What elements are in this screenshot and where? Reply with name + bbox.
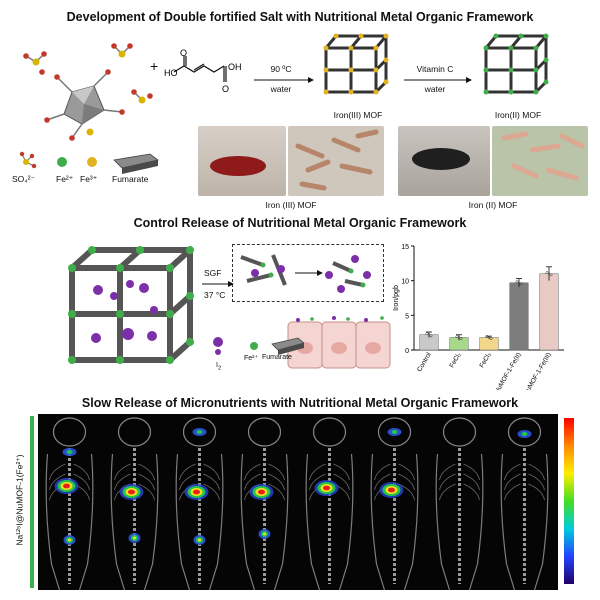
molecular-legend-icons xyxy=(19,151,159,174)
iron-ii-mof-lattice xyxy=(483,33,549,95)
degradation-inset xyxy=(232,244,384,302)
intensity-colorbar xyxy=(564,418,574,584)
reaction2-reagent: Vitamin C xyxy=(416,64,454,74)
svg-text:O: O xyxy=(222,84,229,94)
data-point-4 xyxy=(545,271,549,275)
data-point-1 xyxy=(459,337,463,340)
section1-title: Development of Double fortified Salt wit… xyxy=(66,10,534,24)
data-point-1 xyxy=(455,335,459,338)
fumaric-acid-structure: HO O O OH xyxy=(164,48,242,94)
legend-iodine-subscript: 2 xyxy=(217,365,222,372)
legend-iodine: I2 xyxy=(216,362,221,371)
spect-panel xyxy=(493,414,556,590)
data-point-3 xyxy=(519,282,523,286)
y-tick-label: 0 xyxy=(405,348,409,355)
section3-side-label: Na¹²⁵I@NuMOF-1(Fe²⁺) xyxy=(14,454,25,546)
x-tick-label-3: NuMOF-1-Fe(II) xyxy=(494,352,523,391)
data-point-0 xyxy=(425,332,429,336)
legend2-fumarate: Fumarate xyxy=(262,354,292,361)
x-tick-label-1: FeCl₂ xyxy=(449,351,463,369)
y-tick-label: 15 xyxy=(401,244,409,251)
iron-iii-mof-lattice xyxy=(323,33,389,95)
sgf-arrow xyxy=(202,281,234,287)
data-point-0 xyxy=(429,334,433,338)
bar-3 xyxy=(509,282,529,351)
legend-fe2: Fe²⁺ xyxy=(56,174,74,184)
molecular-structure-illustration xyxy=(23,43,153,141)
intestinal-cells-illustration xyxy=(287,316,391,369)
y-axis-label: Iron/pgb xyxy=(393,285,400,311)
reaction2-solvent: water xyxy=(424,84,446,94)
photo1-caption: Iron (III) MOF xyxy=(265,200,317,210)
x-tick-label-4: NuMOF-1-Fe(III) xyxy=(523,352,553,391)
section3-title: Slow Release of Micronutrients with Nutr… xyxy=(81,396,519,410)
legend2-fe2: Fe²⁺ xyxy=(244,355,259,362)
data-point-2 xyxy=(489,337,493,340)
sgf-label: SGF xyxy=(204,268,222,278)
data-point-2 xyxy=(485,335,489,338)
section2-title: Control Release of Nutritional Metal Org… xyxy=(133,216,467,230)
plus-sign: + xyxy=(150,58,159,74)
svg-text:OH: OH xyxy=(228,62,242,72)
reaction2-arrow xyxy=(404,77,472,83)
y-tick-label: 5 xyxy=(405,313,409,320)
spect-panel xyxy=(168,414,231,590)
photo-iron-iii-crystals xyxy=(288,126,384,196)
legend-sulfate: SO₄²⁻ xyxy=(12,174,36,184)
legend-iodine-symbol: I xyxy=(216,362,218,369)
spect-panel xyxy=(233,414,296,590)
data-point-4 xyxy=(549,273,553,277)
mof2-label: Iron(II) MOF xyxy=(494,110,542,120)
svg-text:O: O xyxy=(180,48,187,58)
side-accent-bar xyxy=(30,416,34,588)
svg-text:HO: HO xyxy=(164,68,178,78)
photo-iron-ii-crystals xyxy=(492,126,588,196)
mof-with-iodine-lattice xyxy=(68,246,194,364)
spect-panel xyxy=(103,414,166,590)
section2-legend-icons xyxy=(213,337,304,355)
mof1-label: Iron(III) MOF xyxy=(333,110,383,120)
legend-fe3: Fe³⁺ xyxy=(80,174,98,184)
sgf-temp: 37 °C xyxy=(204,290,226,300)
spect-panel xyxy=(363,414,426,590)
x-tick-label-0: Control xyxy=(416,351,433,373)
bar-4 xyxy=(539,273,559,351)
data-point-3 xyxy=(515,280,519,284)
bar-2 xyxy=(479,337,499,351)
reaction1-arrow xyxy=(254,77,314,83)
spect-panel xyxy=(428,414,491,590)
y-tick-label: 10 xyxy=(401,279,409,286)
spect-image-strip xyxy=(38,414,558,590)
photo-iron-ii-vial xyxy=(398,126,490,196)
reaction1-solvent: water xyxy=(270,84,292,94)
reaction1-temp: 90 ºC xyxy=(270,64,292,74)
photo2-caption: Iron (II) MOF xyxy=(468,200,518,210)
legend-fumarate: Fumarate xyxy=(112,174,149,184)
photo-iron-iii-vial xyxy=(198,126,286,196)
x-tick-label-2: FeCl₃ xyxy=(478,351,492,369)
spect-panel xyxy=(298,414,361,590)
spect-panel xyxy=(38,414,101,590)
